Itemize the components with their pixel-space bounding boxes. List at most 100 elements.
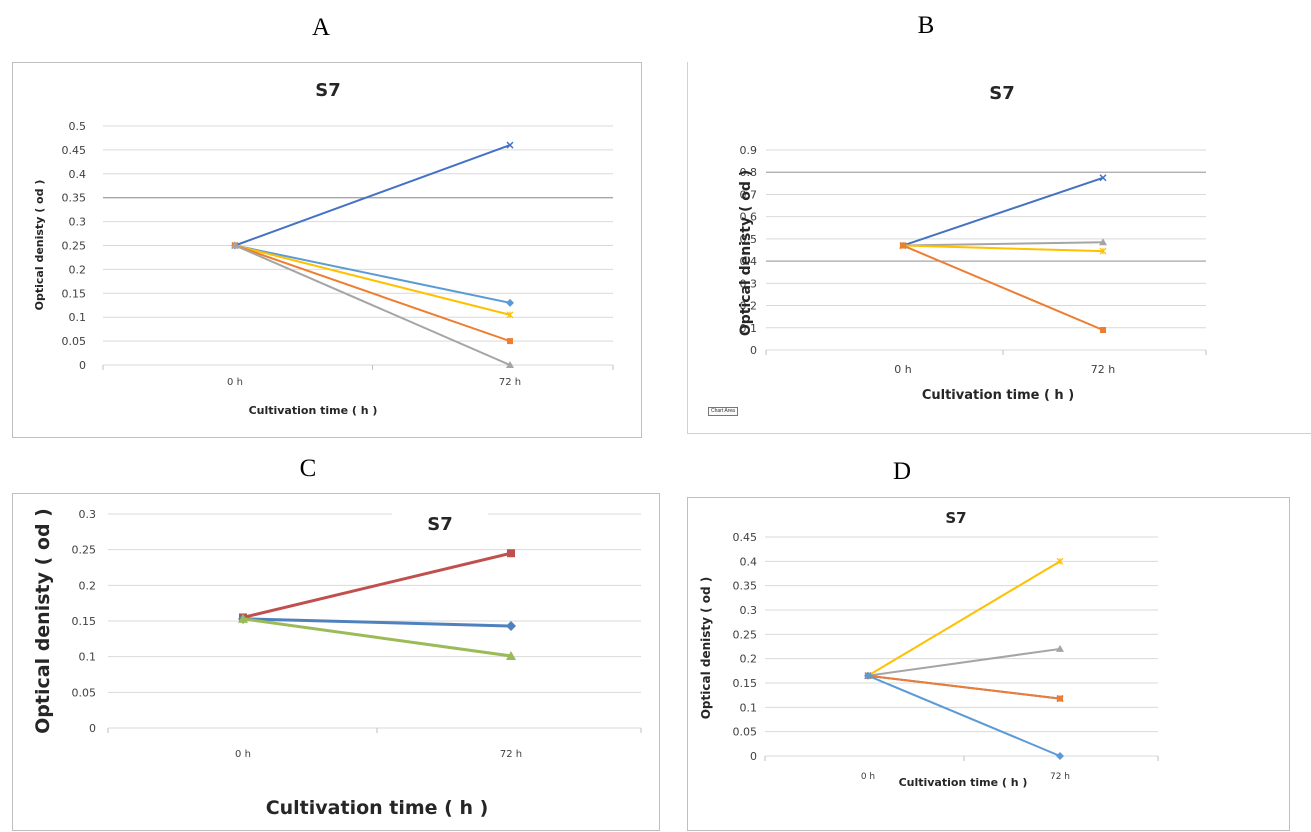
series-line [242,617,512,628]
series-line [867,674,1061,700]
data-point-marker [1056,752,1064,760]
series-2 [231,241,514,307]
x-tick-label: 0 h [235,749,251,760]
y-tick-label: 0.25 [72,544,97,557]
series-3 [238,613,516,660]
y-axis-title: Optical denisty ( od ) [32,508,54,734]
y-tick-label: 0.3 [69,216,87,229]
chart-panel-c: 0 0.05 0.1 0.15 0.2 0.25 0.3 0 h 72 h S7 Cultivati… [12,493,660,831]
x-axis-title: Cultivation time ( h ) [249,404,378,417]
series-line [234,144,511,247]
data-point-marker [506,620,516,631]
title-background [392,510,488,536]
chart-svg-c: 0 0.05 0.1 0.15 0.2 0.25 0.3 0 h 72 h S7 Cultivati… [32,508,642,819]
data-point-marker [864,671,872,680]
series-5 [231,241,514,368]
y-tick-label: 0.4 [69,168,87,181]
data-point-marker [506,311,514,319]
data-point-marker [1100,327,1106,333]
panel-letter-d: D [892,458,912,485]
series-line [902,176,1104,247]
y-tick-label: 0.35 [62,192,87,205]
y-tick-label: 0.45 [733,531,758,544]
chart-panel-b: Chart Area 0 0.1 0.2 0.3 0.4 0.5 0.6 0.7 0.8 0.9 0… [687,62,1311,434]
y-tick-label: 0.5 [69,120,87,133]
series-1 [231,141,514,250]
y-tick-label: 0.3 [740,604,758,617]
y-tick-label: 0.35 [733,580,758,593]
data-point-marker [238,613,248,623]
data-point-marker [900,242,906,249]
chart-title: S7 [945,509,966,527]
series-4 [900,242,1106,333]
y-tick-label: 0.15 [62,287,87,300]
chart-svg-d: 0 0.05 0.1 0.15 0.2 0.25 0.3 0.35 0.4 0.45 0 h 72 h… [699,509,1159,789]
data-point-marker [507,549,515,558]
data-point-marker [506,298,514,307]
y-tick-label: 0.4 [740,255,758,268]
series-line [234,244,511,343]
y-tick-label: 0.6 [740,211,758,224]
chart-panel-a: 0 0.05 0.1 0.15 0.2 0.25 0.3 0.35 0.4 0.45 0.5 0 h 7… [12,62,642,438]
y-tick-label: 0.2 [69,263,87,276]
y-tick-label: 0.1 [69,311,87,324]
series-line [234,244,511,304]
series-line [902,244,1104,331]
y-tick-label: 0.15 [72,615,97,628]
chart-panel-d: 0 0.05 0.1 0.15 0.2 0.25 0.3 0.35 0.4 0.45 0 h 72 h… [687,497,1290,831]
panel-letter-c: C [299,455,317,482]
y-tick-label: 0.1 [79,651,97,664]
y-tick-label: 0.25 [733,628,758,641]
data-point-marker [507,338,513,345]
series-1 [899,174,1107,250]
data-point-marker [506,650,516,660]
x-tick-label: 72 h [1050,772,1070,782]
series-line [234,244,511,316]
y-axis-title: Optical denisty ( od ) [699,577,713,720]
y-tick-label: 0.05 [72,686,97,699]
y-axis-title: Optical denisty ( od ) [738,170,754,336]
x-axis-title: Cultivation time ( h ) [266,797,489,819]
series-5 [864,671,1064,760]
x-tick-label: 0 h [861,772,875,782]
series-line [234,244,511,366]
y-tick-label: 0.1 [740,701,758,714]
chart-svg-a: 0 0.05 0.1 0.15 0.2 0.25 0.3 0.35 0.4 0.45 0.5 0 h 7… [33,80,614,417]
y-tick-label: 0.2 [740,653,758,666]
y-tick-label: 0.8 [740,166,758,179]
series-line [867,674,1061,757]
y-tick-label: 0 [750,344,757,357]
y-tick-label: 0.05 [733,726,758,739]
x-axis-title: Cultivation time ( h ) [922,388,1074,403]
y-tick-label: 0.15 [733,677,758,690]
panel-letter-a: A [311,14,331,41]
y-tick-label: 0.3 [79,508,97,521]
data-point-marker [1057,695,1063,702]
data-point-marker [506,361,514,368]
x-tick-label: 0 h [227,377,243,388]
series-line [867,560,1061,677]
chart-svg-b: 0 0.1 0.2 0.3 0.4 0.5 0.6 0.7 0.8 0.9 0 h 72 h S7 Cul… [738,83,1207,403]
y-tick-label: 0.45 [62,144,87,157]
series-line [902,244,1104,253]
y-axis-title: Optical denisty ( od ) [33,180,46,311]
chart-title: S7 [315,80,341,101]
y-tick-label: 0.3 [740,277,758,290]
chart-title: S7 [427,514,453,535]
data-point-marker [1056,644,1064,652]
data-point-marker [1099,238,1107,246]
x-tick-label: 72 h [499,377,521,388]
y-tick-label: 0.2 [79,579,97,592]
y-tick-label: 0.25 [62,240,87,253]
y-tick-label: 0 [750,750,757,763]
y-tick-label: 0 [89,722,96,735]
series-1 [864,557,1064,680]
series-line [242,617,512,658]
y-tick-label: 0.7 [740,188,758,201]
series-2 [864,644,1064,679]
chart-title: S7 [989,83,1015,104]
x-tick-label: 72 h [500,749,522,760]
y-tick-label: 0.5 [740,233,758,246]
y-tick-label: 0.4 [740,555,758,568]
y-tick-label: 0.1 [740,322,758,335]
